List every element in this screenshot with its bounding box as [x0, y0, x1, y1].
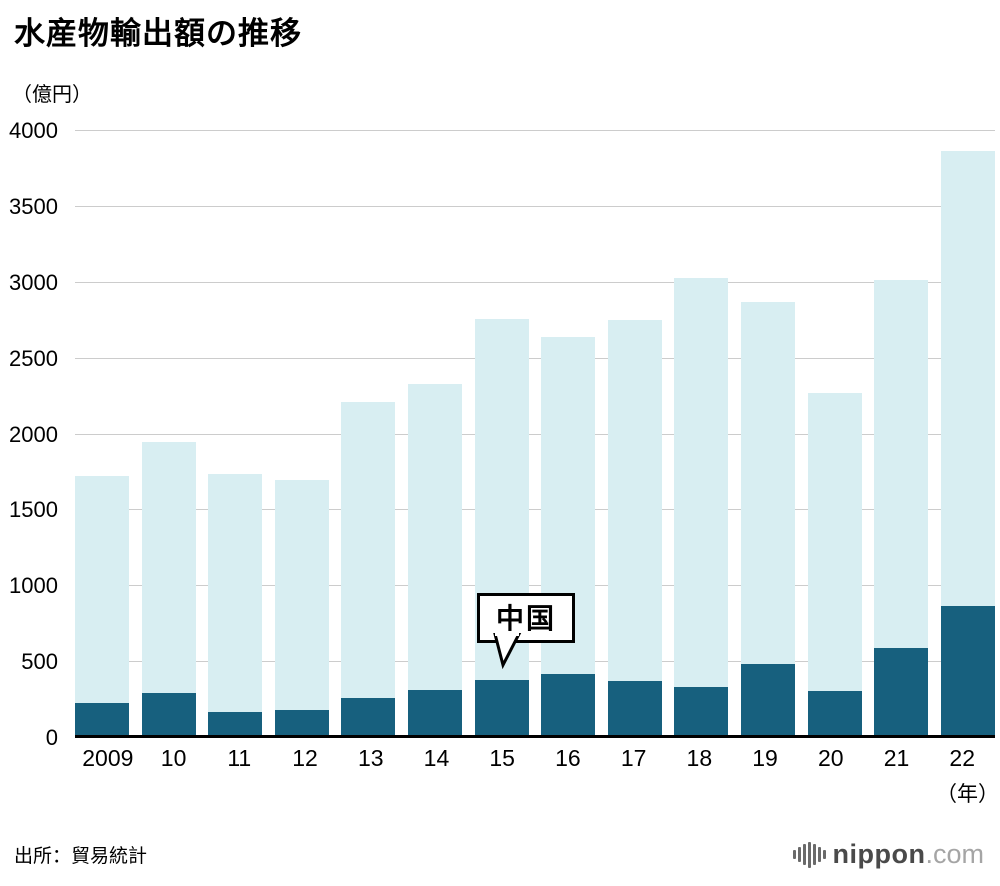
china-export-bar [474, 679, 529, 738]
china-export-bar [274, 709, 329, 738]
y-tick-label: 2500 [9, 345, 58, 371]
total-export-bar [75, 476, 129, 738]
x-tick-label: 11 [227, 745, 252, 771]
total-export-bar [807, 392, 862, 738]
bars-container [75, 131, 995, 738]
x-tick-label: 19 [752, 745, 778, 771]
total-export-bar [208, 473, 263, 738]
gridline [75, 205, 995, 207]
y-tick-label: 4000 [9, 118, 58, 143]
x-tick-label: 16 [555, 745, 581, 771]
bar-group-13 [341, 131, 396, 738]
y-tick-label: 0 [45, 725, 58, 750]
bar-group-15 [474, 131, 529, 738]
x-tick-label: 15 [489, 745, 515, 771]
china-export-bar [607, 681, 662, 738]
bar-group-10 [141, 131, 196, 738]
bar-group-17 [607, 131, 662, 738]
x-tick-label: 2009 [82, 745, 134, 771]
gridline [75, 130, 995, 131]
china-export-bar [141, 693, 196, 738]
china-export-bar [408, 690, 463, 738]
y-tick-label: 1500 [9, 497, 58, 523]
x-tick-label: 12 [292, 745, 318, 771]
callout-pointer-icon [493, 633, 522, 669]
y-axis-unit-label: （億円） [12, 84, 92, 106]
y-tick-label: 2000 [9, 421, 58, 447]
bar-group-12 [274, 131, 329, 738]
source-note: 出所：貿易統計 [14, 846, 148, 867]
china-export-bar [741, 663, 796, 738]
nippon-com-logo: nippon.com [792, 839, 984, 870]
china-annotation-callout: 中国 [477, 593, 576, 669]
china-export-bar [341, 697, 396, 738]
x-axis-baseline [75, 735, 995, 738]
total-export-bar [341, 401, 396, 738]
y-tick-label: 3000 [9, 269, 58, 295]
total-export-bar [541, 337, 596, 738]
x-tick-label: 14 [423, 745, 450, 771]
china-export-bar [674, 687, 729, 738]
bar-group-20 [807, 131, 862, 738]
bar-group-21 [874, 131, 929, 738]
total-export-bar [274, 480, 329, 738]
bar-group-2009 [75, 131, 129, 738]
china-annotation-label: 中国 [477, 593, 576, 643]
x-axis-unit-label: （年） [936, 783, 999, 806]
y-tick-label: 3500 [9, 193, 58, 219]
x-tick-label: 18 [686, 745, 713, 771]
gridline [75, 357, 995, 359]
x-tick-label: 10 [160, 745, 187, 771]
x-tick-label: 20 [817, 745, 844, 771]
bar-group-22 [940, 131, 995, 738]
y-tick-label: 1000 [9, 573, 58, 599]
x-axis-labels: 2009 10 11 12 13 14 15 16 17 18 19 20 21 22 （年） [75, 745, 999, 806]
x-tick-label: 21 [883, 745, 910, 771]
bar-group-19 [741, 131, 796, 738]
bar-group-18 [674, 131, 729, 738]
y-axis-labels: 0 500 1000 1500 2000 2500 3000 3500 4000 [0, 118, 64, 750]
china-export-bar [75, 703, 129, 738]
gridline [75, 281, 995, 283]
gridline [75, 585, 995, 587]
soundwave-icon [792, 841, 826, 868]
gridline [75, 433, 995, 435]
logo-name: nippon [832, 839, 926, 869]
total-export-bar [474, 319, 529, 738]
china-export-bar [807, 690, 862, 738]
china-export-bar [541, 673, 596, 738]
bar-group-14 [408, 131, 463, 738]
total-export-bar [408, 383, 463, 738]
logo-suffix: .com [925, 839, 984, 869]
gridline [75, 509, 995, 511]
total-export-bar [674, 278, 729, 738]
china-export-bar [208, 712, 263, 738]
plot-area: 中国 [75, 130, 995, 738]
x-tick-label: 17 [620, 745, 647, 771]
y-tick-label: 500 [21, 649, 58, 675]
total-export-bar [141, 442, 196, 738]
bar-group-16 [541, 131, 596, 738]
bar-group-11 [208, 131, 263, 738]
gridline [75, 661, 995, 663]
x-tick-label: 13 [357, 745, 384, 771]
x-tick-label: 22 [949, 745, 975, 771]
total-export-bar [607, 319, 662, 738]
page-title: 水産物輸出額の推移 [14, 16, 302, 51]
china-export-bar [874, 648, 929, 738]
china-export-bar [940, 605, 995, 738]
